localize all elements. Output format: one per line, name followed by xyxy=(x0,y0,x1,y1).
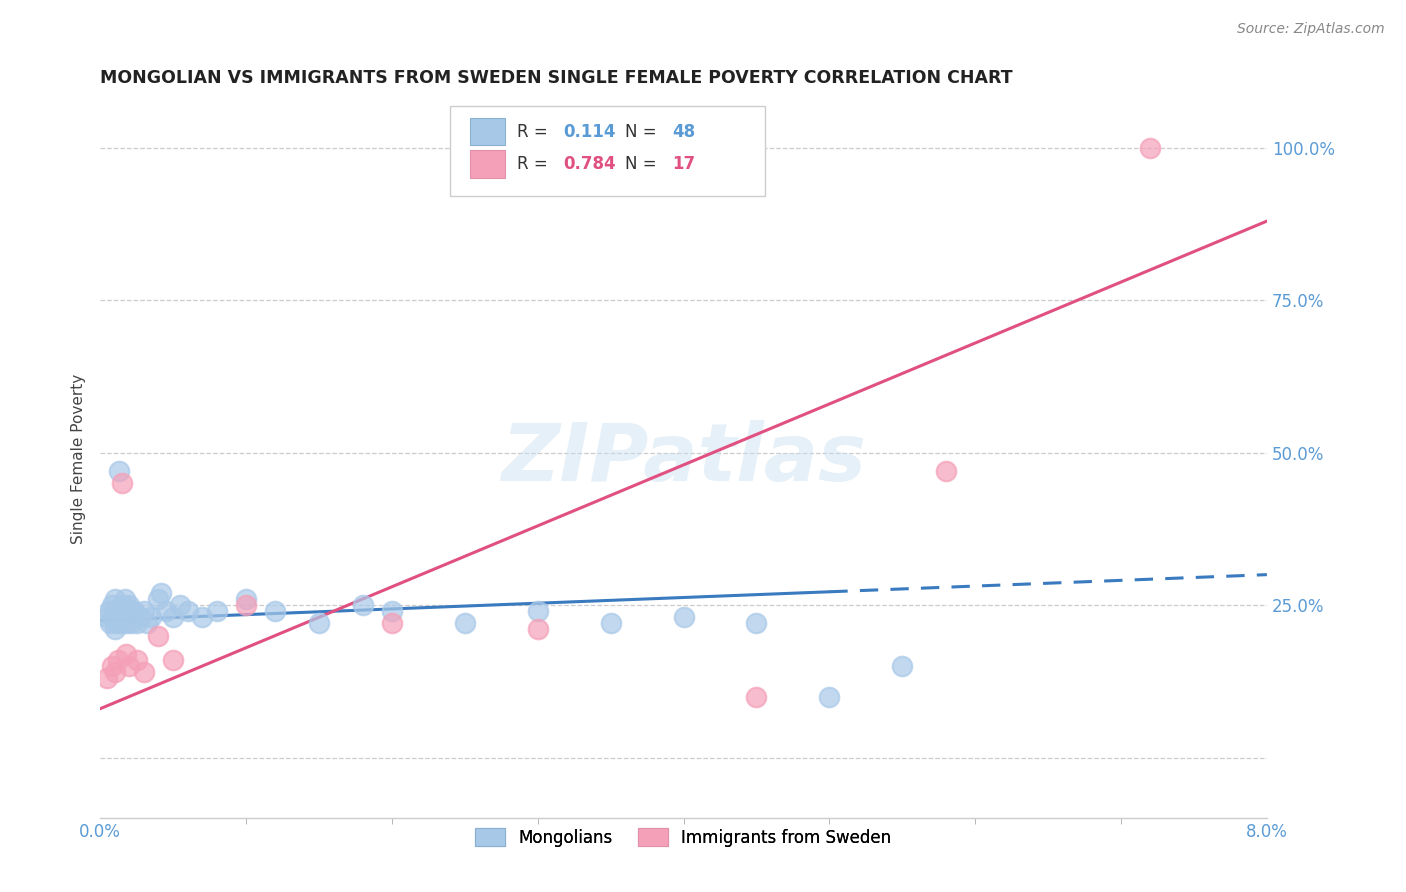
Text: 17: 17 xyxy=(672,155,695,173)
Point xyxy=(120,616,142,631)
Text: MONGOLIAN VS IMMIGRANTS FROM SWEDEN SINGLE FEMALE POVERTY CORRELATION CHART: MONGOLIAN VS IMMIGRANTS FROM SWEDEN SING… xyxy=(100,69,1012,87)
Point xyxy=(205,604,228,618)
Point xyxy=(148,592,170,607)
Point xyxy=(1139,141,1161,155)
Text: 48: 48 xyxy=(672,122,695,141)
Point xyxy=(125,653,148,667)
Text: 0.784: 0.784 xyxy=(564,155,616,173)
Point xyxy=(104,592,127,607)
Point xyxy=(111,604,134,618)
Point xyxy=(169,598,191,612)
Point xyxy=(96,610,118,624)
Point xyxy=(101,598,124,612)
Point xyxy=(114,592,136,607)
Point xyxy=(162,653,184,667)
Point xyxy=(104,623,127,637)
Point xyxy=(101,659,124,673)
Point xyxy=(381,604,404,618)
Point xyxy=(526,623,548,637)
Point xyxy=(108,464,131,478)
Point xyxy=(104,665,127,680)
Point xyxy=(235,598,257,612)
Point xyxy=(599,616,621,631)
Point xyxy=(96,671,118,685)
Point xyxy=(132,665,155,680)
Point xyxy=(107,610,129,624)
Point xyxy=(162,610,184,624)
Point xyxy=(112,598,135,612)
Point xyxy=(105,616,128,631)
Text: ZIPatlas: ZIPatlas xyxy=(501,420,866,498)
Point xyxy=(150,586,173,600)
Point xyxy=(141,610,163,624)
Point xyxy=(352,598,374,612)
Point xyxy=(308,616,330,631)
Point xyxy=(111,476,134,491)
Point xyxy=(118,659,141,673)
Point xyxy=(122,604,145,618)
Text: Source: ZipAtlas.com: Source: ZipAtlas.com xyxy=(1237,22,1385,37)
Point xyxy=(98,616,121,631)
Point xyxy=(118,604,141,618)
Point xyxy=(155,604,177,618)
Point xyxy=(381,616,404,631)
Point xyxy=(264,604,287,618)
Point xyxy=(454,616,477,631)
Point xyxy=(118,598,141,612)
Point xyxy=(191,610,214,624)
Y-axis label: Single Female Poverty: Single Female Poverty xyxy=(72,374,86,544)
Point xyxy=(117,610,139,624)
FancyBboxPatch shape xyxy=(470,150,505,178)
Point xyxy=(97,604,120,618)
Point xyxy=(107,604,129,618)
Point xyxy=(176,604,198,618)
Text: N =: N = xyxy=(626,155,662,173)
Point xyxy=(115,616,138,631)
Point xyxy=(935,464,957,478)
Point xyxy=(235,592,257,607)
Text: R =: R = xyxy=(516,122,553,141)
Point xyxy=(672,610,695,624)
Point xyxy=(891,659,914,673)
Point xyxy=(121,610,143,624)
Text: 0.114: 0.114 xyxy=(564,122,616,141)
Point xyxy=(125,616,148,631)
FancyBboxPatch shape xyxy=(450,106,765,196)
Point xyxy=(115,647,138,661)
Point xyxy=(135,616,157,631)
Point xyxy=(148,629,170,643)
Point xyxy=(818,690,841,704)
Legend: Mongolians, Immigrants from Sweden: Mongolians, Immigrants from Sweden xyxy=(468,822,898,854)
Point xyxy=(111,610,134,624)
Text: R =: R = xyxy=(516,155,553,173)
Point xyxy=(132,604,155,618)
Point xyxy=(107,653,129,667)
Point xyxy=(745,616,768,631)
FancyBboxPatch shape xyxy=(470,118,505,145)
Point xyxy=(110,616,132,631)
Point xyxy=(103,610,125,624)
Point xyxy=(128,610,150,624)
Point xyxy=(526,604,548,618)
Text: N =: N = xyxy=(626,122,662,141)
Point xyxy=(745,690,768,704)
